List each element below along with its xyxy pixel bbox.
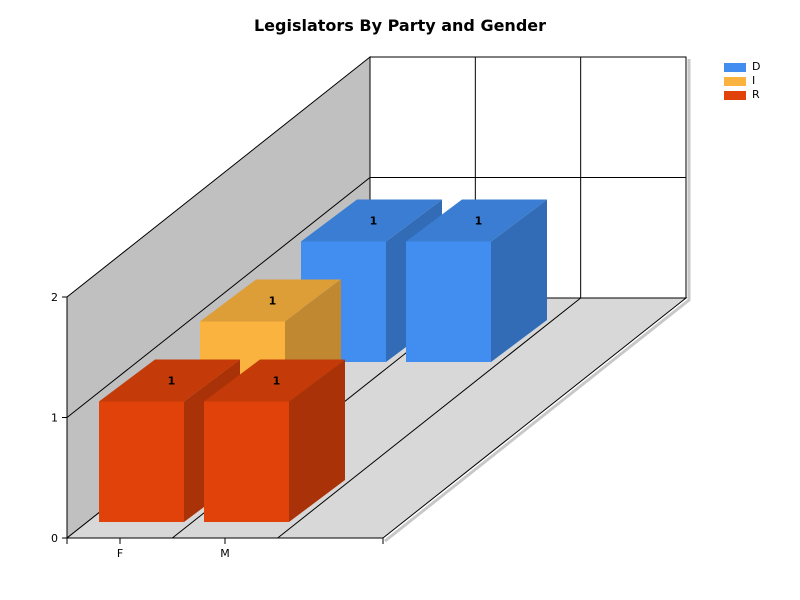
bar-side-D-M bbox=[491, 199, 547, 362]
chart-legend: D I R bbox=[724, 60, 760, 102]
legend-label-i: I bbox=[752, 74, 756, 87]
bar-top-D-M bbox=[406, 199, 547, 242]
floor-line bbox=[277, 297, 581, 539]
legend-label-r: R bbox=[752, 88, 760, 101]
chart-data-labels: 1 1 1 1 1 bbox=[168, 215, 483, 388]
data-label-I-F: 1 bbox=[269, 295, 277, 308]
y-tick-label: 0 bbox=[51, 532, 58, 545]
legend-swatch-d bbox=[724, 62, 746, 72]
bar-R-M bbox=[204, 401, 289, 522]
bar-top-R-F bbox=[99, 359, 240, 402]
y-tick-label: 1 bbox=[51, 412, 58, 425]
legend-item-r: R bbox=[724, 88, 760, 102]
data-label-D-F: 1 bbox=[370, 215, 378, 228]
x-tick-label: M bbox=[220, 547, 230, 560]
chart-axes: 0 1 2 F M bbox=[51, 291, 384, 560]
bar-R-F bbox=[99, 401, 184, 522]
y-tick-label: 2 bbox=[51, 291, 58, 304]
legend-swatch-r bbox=[724, 90, 746, 100]
data-label-R-M: 1 bbox=[273, 375, 281, 388]
bar-D-M bbox=[406, 241, 491, 362]
chart-title: Legislators By Party and Gender bbox=[253, 16, 547, 35]
bar-top-I-F bbox=[200, 279, 341, 322]
data-label-D-M: 1 bbox=[475, 215, 483, 228]
wall-shadow bbox=[384, 59, 691, 543]
data-label-R-F: 1 bbox=[168, 375, 176, 388]
legend-item-d: D bbox=[724, 60, 760, 74]
bar-side-R-M bbox=[289, 359, 345, 522]
legend-item-i: I bbox=[724, 74, 760, 88]
chart-bars bbox=[99, 199, 547, 522]
legend-label-d: D bbox=[752, 60, 761, 73]
x-tick-label: F bbox=[117, 547, 123, 560]
bar-top-D-F bbox=[301, 199, 442, 242]
bar-top-R-M bbox=[204, 359, 345, 402]
legend-swatch-i bbox=[724, 76, 746, 86]
